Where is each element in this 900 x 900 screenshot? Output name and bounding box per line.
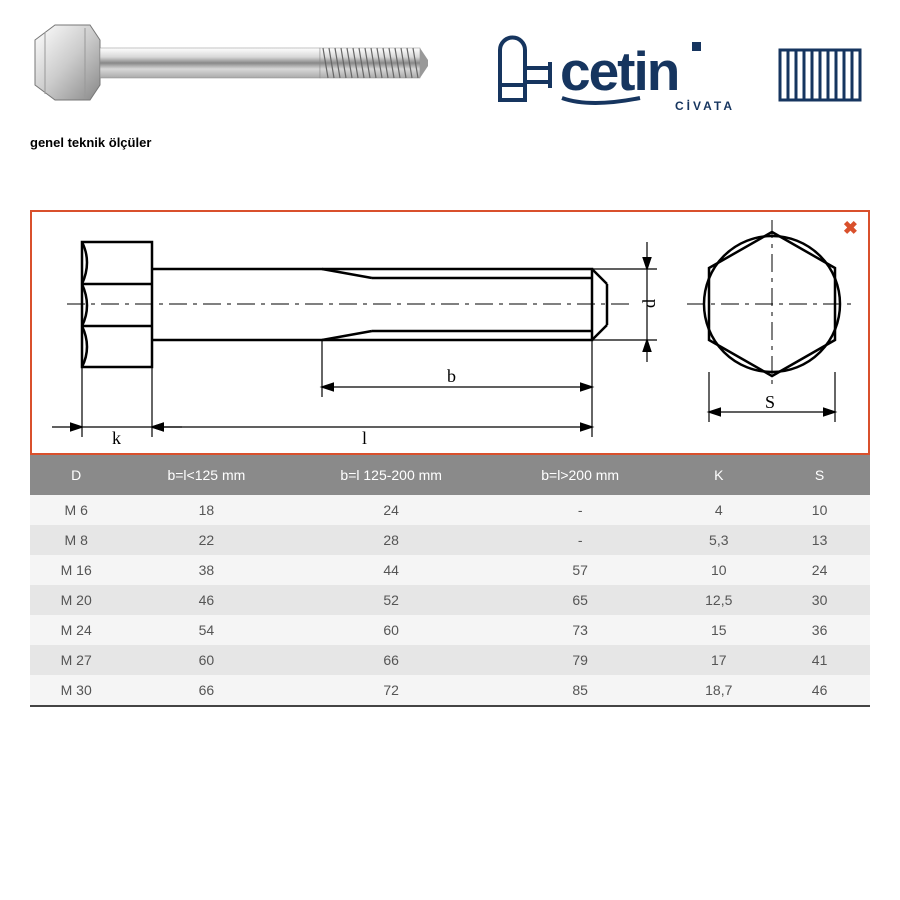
technical-diagram: ✖ xyxy=(30,210,870,455)
table-cell: 66 xyxy=(290,645,492,675)
table-cell: 79 xyxy=(492,645,668,675)
brand-logo: cetin CİVATA xyxy=(490,20,870,120)
table-cell: 52 xyxy=(290,585,492,615)
table-cell: 72 xyxy=(290,675,492,706)
table-cell: 85 xyxy=(492,675,668,706)
table-cell: 38 xyxy=(122,555,290,585)
col-b2: b=l 125-200 mm xyxy=(290,455,492,495)
bolt-product-image xyxy=(30,20,430,110)
table-cell: 24 xyxy=(290,495,492,525)
table-cell: 60 xyxy=(122,645,290,675)
table-cell: M 8 xyxy=(30,525,122,555)
col-b3: b=l>200 mm xyxy=(492,455,668,495)
col-K: K xyxy=(668,455,769,495)
table-row: M 82228-5,313 xyxy=(30,525,870,555)
table-cell: 66 xyxy=(122,675,290,706)
col-D: D xyxy=(30,455,122,495)
table-header-row: D b=l<125 mm b=l 125-200 mm b=l>200 mm K… xyxy=(30,455,870,495)
table-cell: 22 xyxy=(122,525,290,555)
table-cell: M 27 xyxy=(30,645,122,675)
table-cell: 36 xyxy=(769,615,870,645)
table-cell: 18 xyxy=(122,495,290,525)
table-cell: 28 xyxy=(290,525,492,555)
table-row: M 276066791741 xyxy=(30,645,870,675)
table-cell: 4 xyxy=(668,495,769,525)
table-cell: 73 xyxy=(492,615,668,645)
svg-text:cetin: cetin xyxy=(560,40,678,102)
svg-text:S: S xyxy=(765,392,775,412)
col-S: S xyxy=(769,455,870,495)
table-row: M 61824-410 xyxy=(30,495,870,525)
table-cell: M 30 xyxy=(30,675,122,706)
spec-table: D b=l<125 mm b=l 125-200 mm b=l>200 mm K… xyxy=(30,455,870,707)
table-row: M 2046526512,530 xyxy=(30,585,870,615)
svg-text:d: d xyxy=(639,299,659,308)
table-cell: 46 xyxy=(769,675,870,706)
svg-text:l: l xyxy=(362,428,367,448)
table-cell: 65 xyxy=(492,585,668,615)
table-cell: 54 xyxy=(122,615,290,645)
header: cetin CİVATA xyxy=(0,0,900,130)
table-cell: M 6 xyxy=(30,495,122,525)
table-cell: 13 xyxy=(769,525,870,555)
svg-text:b: b xyxy=(447,366,456,386)
table-cell: 41 xyxy=(769,645,870,675)
table-cell: 30 xyxy=(769,585,870,615)
table-cell: 12,5 xyxy=(668,585,769,615)
table-cell: M 16 xyxy=(30,555,122,585)
col-b1: b=l<125 mm xyxy=(122,455,290,495)
table-cell: 17 xyxy=(668,645,769,675)
table-cell: 10 xyxy=(769,495,870,525)
table-cell: 5,3 xyxy=(668,525,769,555)
table-cell: 15 xyxy=(668,615,769,645)
table-row: M 163844571024 xyxy=(30,555,870,585)
table-cell: 10 xyxy=(668,555,769,585)
table-cell: - xyxy=(492,525,668,555)
table-cell: 18,7 xyxy=(668,675,769,706)
image-caption: genel teknik ölçüler xyxy=(30,135,900,150)
table-cell: 60 xyxy=(290,615,492,645)
svg-text:CİVATA: CİVATA xyxy=(675,98,735,113)
table-cell: 46 xyxy=(122,585,290,615)
table-cell: 24 xyxy=(769,555,870,585)
table-cell: - xyxy=(492,495,668,525)
table-cell: 44 xyxy=(290,555,492,585)
table-cell: 57 xyxy=(492,555,668,585)
table-row: M 3066728518,746 xyxy=(30,675,870,706)
svg-text:k: k xyxy=(112,428,121,448)
close-icon[interactable]: ✖ xyxy=(843,218,858,239)
table-row: M 245460731536 xyxy=(30,615,870,645)
table-cell: M 20 xyxy=(30,585,122,615)
table-cell: M 24 xyxy=(30,615,122,645)
